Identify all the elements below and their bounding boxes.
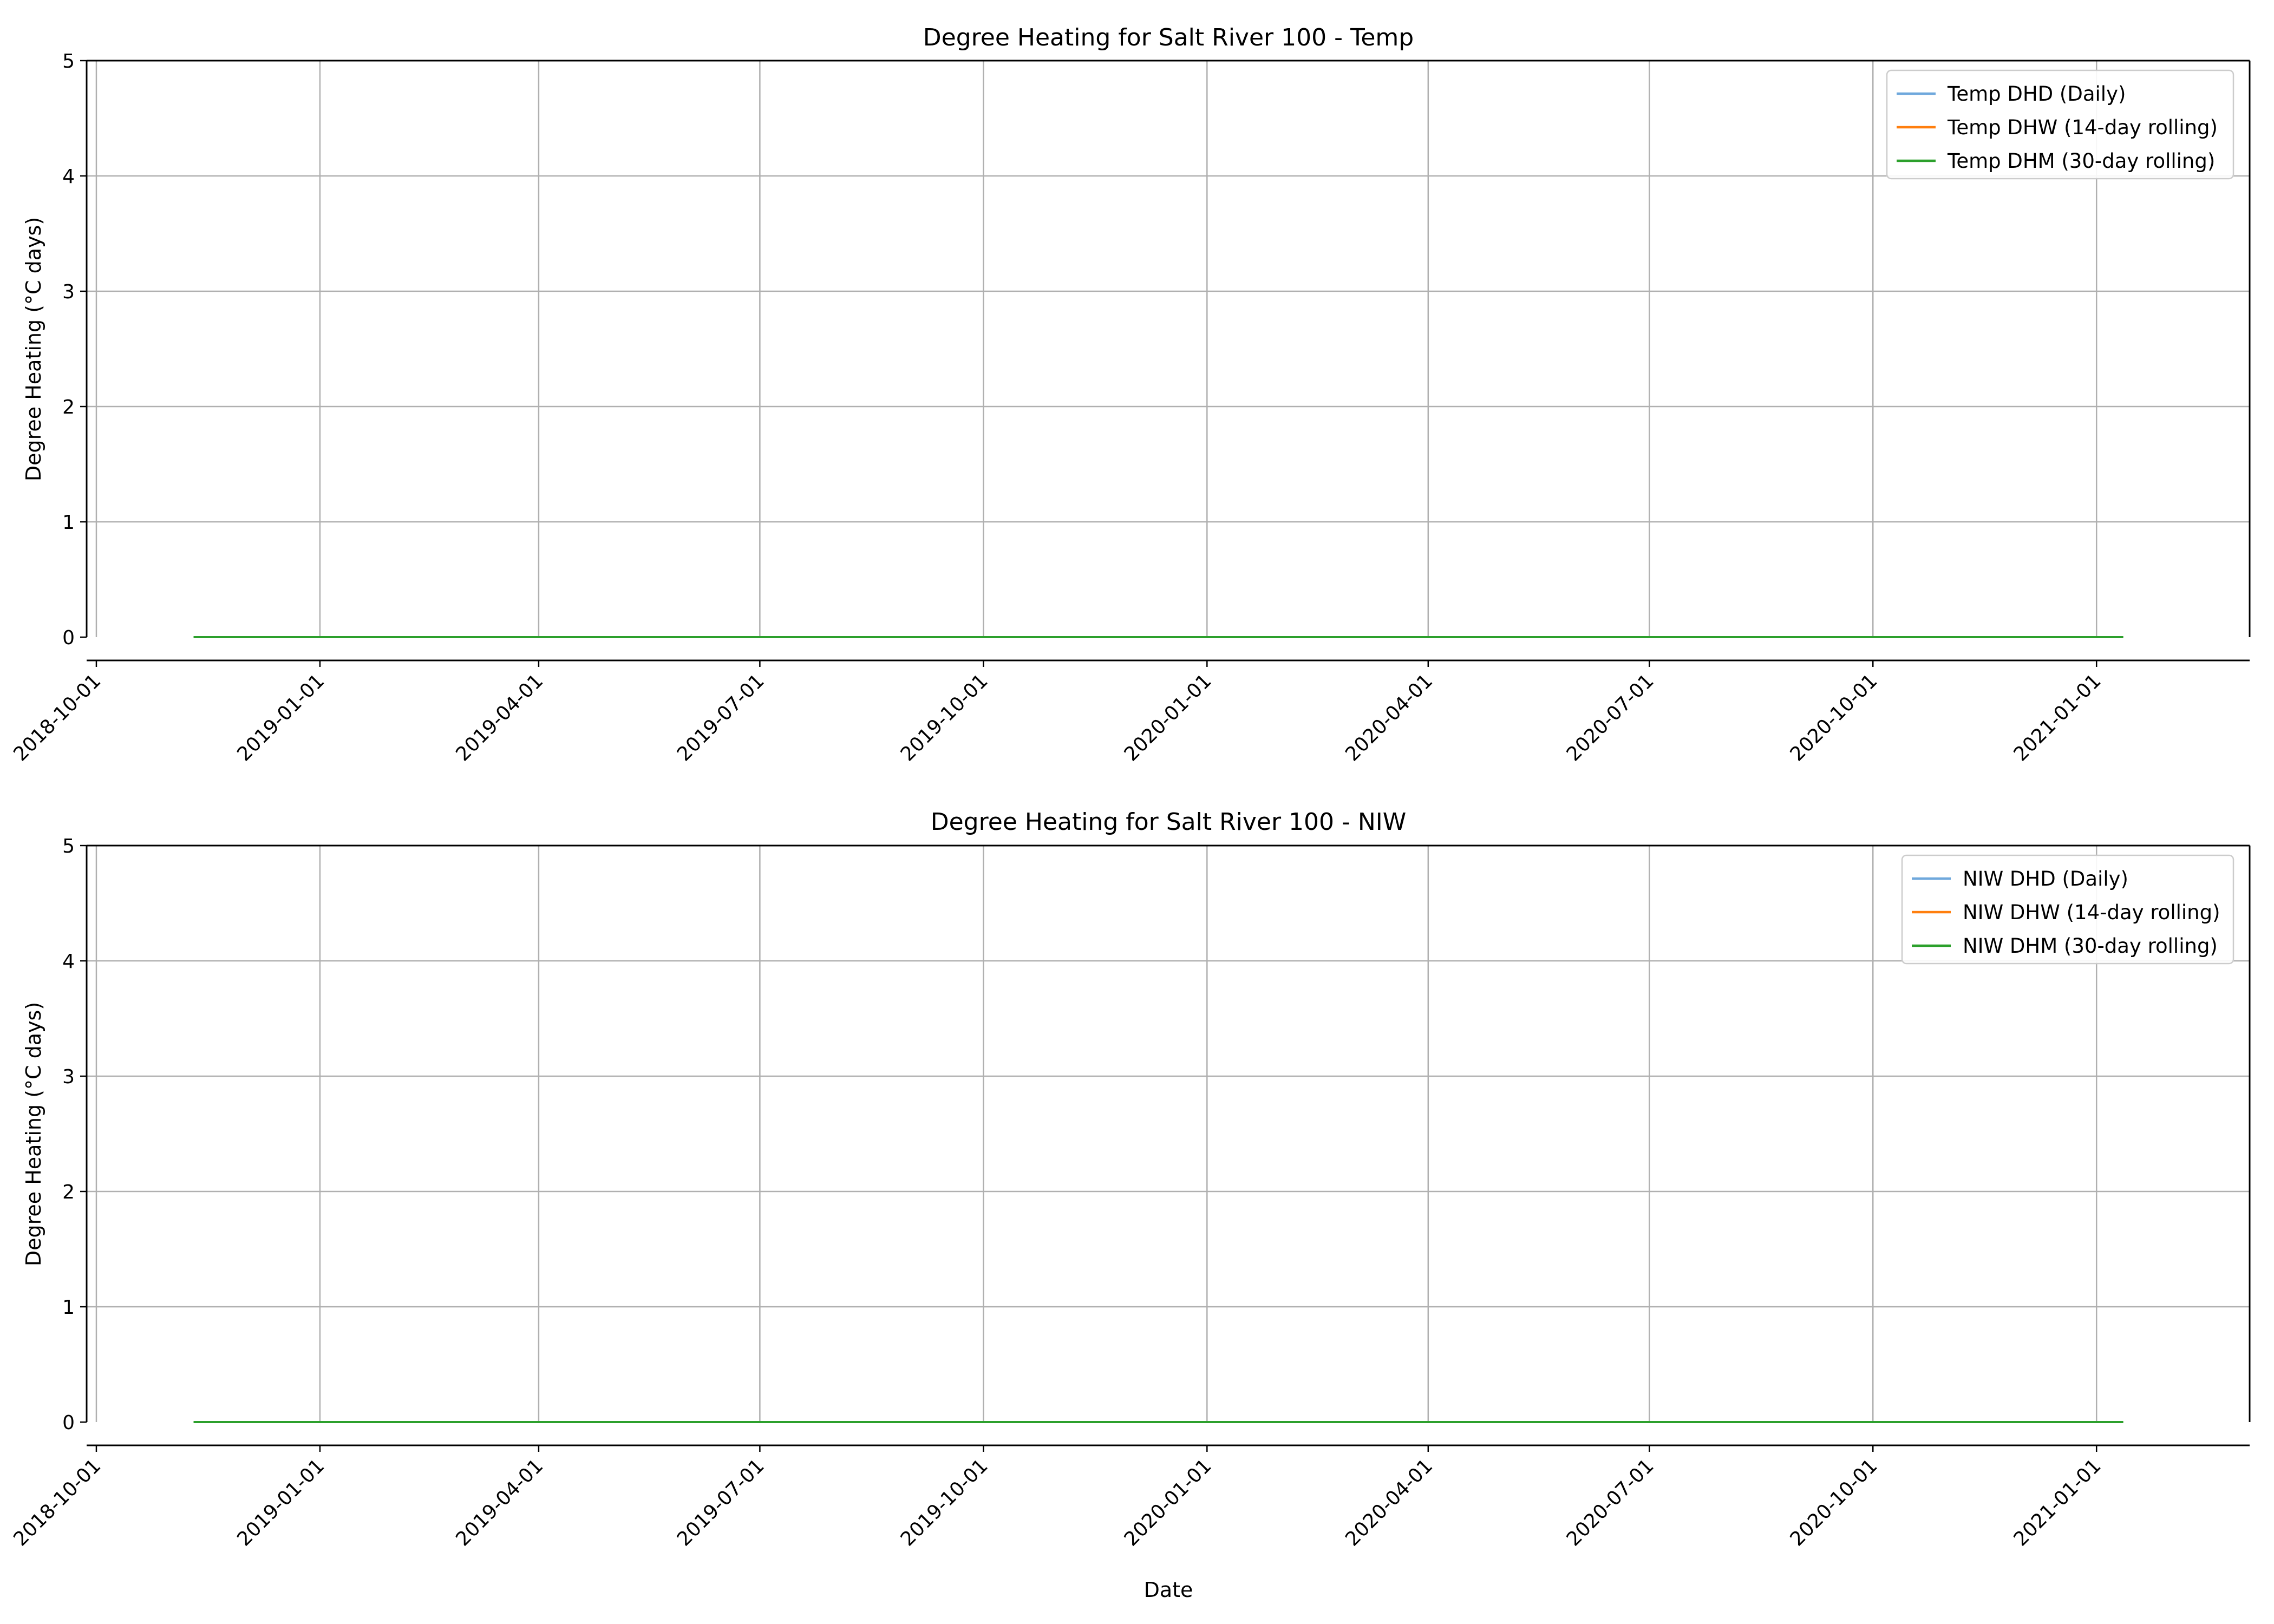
chart-title: Degree Heating for Salt River 100 - NIW [931,808,1407,836]
legend-label: NIW DHD (Daily) [1963,867,2128,890]
x-tick-label: 2019-01-01 [233,1455,329,1550]
x-tick-label: 2019-04-01 [452,670,547,765]
x-tick-label: 2021-01-01 [2010,670,2106,765]
x-tick-label: 2019-04-01 [452,1455,547,1550]
x-ticks: 2018-10-01 2019-01-01 2019-04-01 2019-07-01… [9,660,2106,765]
x-tick-label: 2020-07-01 [1563,1455,1658,1550]
legend-label: Temp DHW (14-day rolling) [1947,116,2218,139]
legend-label: Temp DHM (30-day rolling) [1947,149,2215,173]
y-axis-label: Degree Heating (°C days) [22,1002,45,1266]
axes [86,844,2251,1446]
x-axis-label: Date [1144,1578,1193,1602]
y-tick-label: 4 [62,166,75,188]
x-tick-label: 2019-10-01 [897,670,992,765]
chart-title: Degree Heating for Salt River 100 - Temp [923,24,1414,51]
grid [87,844,2250,1422]
chart-temp: Degree Heating for Salt River 100 - Temp… [9,24,2251,765]
x-tick-label: 2018-10-01 [9,670,105,765]
legend-box [1901,854,2234,965]
y-tick-label: 4 [62,951,75,973]
x-tick-label: 2019-01-01 [233,670,329,765]
x-tick-label: 2020-07-01 [1563,670,1658,765]
y-axis-label: Degree Heating (°C days) [22,217,45,481]
y-tick-label: 3 [62,281,75,303]
legend-box [1886,69,2234,180]
x-tick-label: 2020-04-01 [1341,1455,1437,1550]
legend-label: NIW DHW (14-day rolling) [1963,901,2220,924]
y-tick-label: 5 [62,50,75,73]
y-tick-label: 3 [62,1066,75,1088]
x-tick-label: 2018-10-01 [9,1455,105,1550]
axes [86,60,2251,662]
y-tick-label: 0 [62,627,75,649]
y-tick-label: 0 [62,1412,75,1434]
y-ticks: 0 1 2 3 4 5 [62,50,87,649]
y-tick-label: 1 [62,1296,75,1319]
x-tick-label: 2020-04-01 [1341,670,1437,765]
y-tick-label: 2 [62,396,75,418]
legend-label: NIW DHM (30-day rolling) [1963,934,2218,958]
x-tick-label: 2020-01-01 [1120,670,1216,765]
x-tick-label: 2019-07-01 [673,1455,769,1550]
x-tick-label: 2019-07-01 [673,670,769,765]
legend-label: Temp DHD (Daily) [1947,82,2126,106]
x-tick-label: 2021-01-01 [2010,1455,2106,1550]
legend: Temp DHD (Daily) Temp DHW (14-day rolling… [1886,69,2234,180]
y-tick-label: 1 [62,512,75,534]
x-tick-label: 2020-10-01 [1786,1455,1882,1550]
x-ticks: 2018-10-01 2019-01-01 2019-04-01 2019-07-01… [9,1445,2106,1550]
y-tick-label: 5 [62,835,75,857]
y-tick-label: 2 [62,1181,75,1203]
legend: NIW DHD (Daily) NIW DHW (14-day rolling) N… [1901,854,2234,965]
y-ticks: 0 1 2 3 4 5 [62,835,87,1434]
chart-niw: Degree Heating for Salt River 100 - NIW … [9,808,2251,1602]
x-tick-label: 2020-01-01 [1120,1455,1216,1550]
x-tick-label: 2019-10-01 [897,1455,992,1550]
x-tick-label: 2020-10-01 [1786,670,1882,765]
